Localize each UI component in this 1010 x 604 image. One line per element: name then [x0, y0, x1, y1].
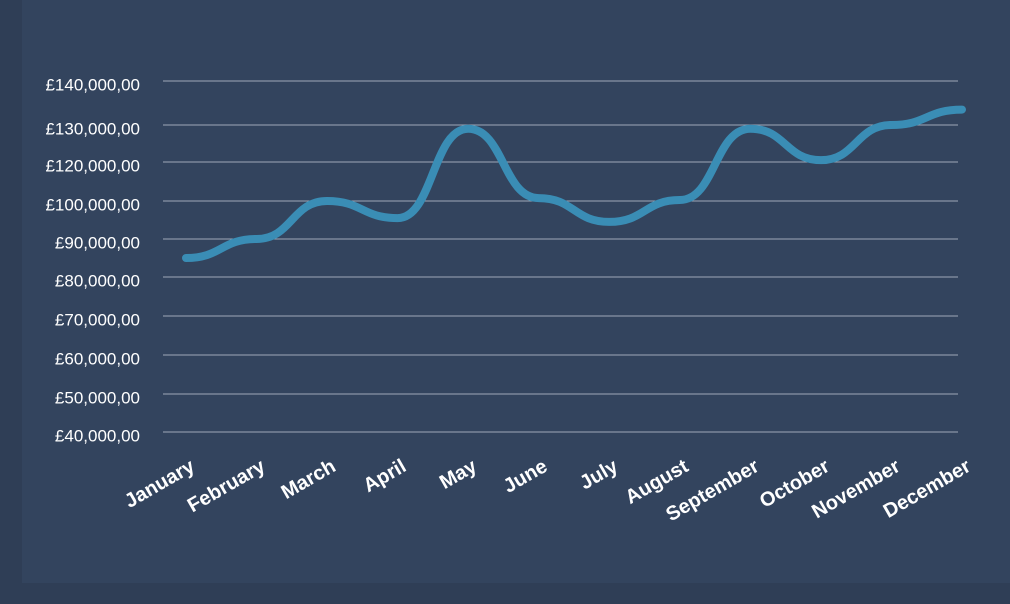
- y-tick-label: £50,000,00: [55, 388, 140, 407]
- y-tick-label: £130,000,00: [45, 119, 140, 138]
- y-tick-label: £140,000,00: [45, 75, 140, 94]
- x-tick-label: July: [576, 455, 622, 495]
- y-axis-tick-labels: £140,000,00 £130,000,00 £120,000,00 £100,00…: [45, 75, 140, 445]
- y-tick-label: £70,000,00: [55, 310, 140, 329]
- y-tick-label: £90,000,00: [55, 233, 140, 252]
- y-tick-label: £100,000,00: [45, 195, 140, 214]
- y-tick-label: £60,000,00: [55, 349, 140, 368]
- x-tick-label: June: [500, 455, 551, 497]
- gridlines: [163, 80, 958, 433]
- x-tick-label: February: [184, 455, 270, 517]
- y-tick-label: £40,000,00: [55, 426, 140, 445]
- x-tick-label: April: [360, 455, 410, 497]
- series-line-layer: [182, 105, 966, 262]
- series-line: [182, 105, 966, 262]
- x-tick-label: March: [278, 455, 340, 504]
- y-tick-label: £120,000,00: [45, 156, 140, 175]
- y-tick-label: £80,000,00: [55, 271, 140, 290]
- x-tick-label: May: [436, 455, 481, 494]
